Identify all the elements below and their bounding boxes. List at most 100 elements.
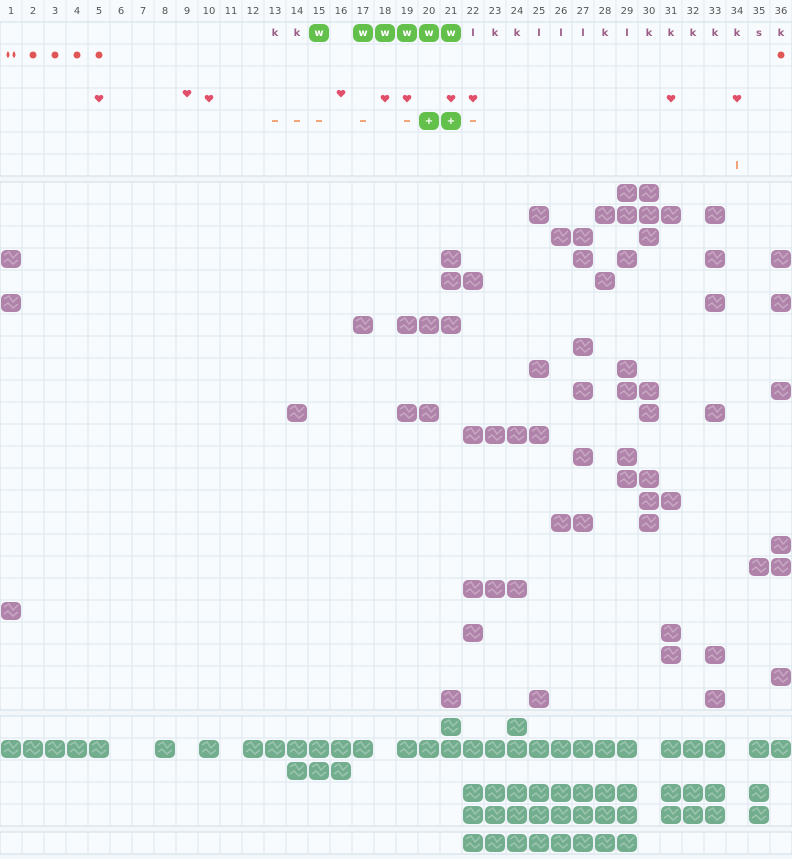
badge-text: w (358, 28, 367, 39)
blob-texture (773, 382, 789, 398)
heart (402, 94, 412, 103)
blob-texture (619, 448, 635, 464)
blob (705, 646, 725, 664)
blob (573, 514, 593, 532)
badge-text: w (424, 28, 433, 39)
blob-body (353, 316, 373, 334)
blob (1, 602, 21, 620)
column-number: 19 (401, 6, 414, 17)
blob (485, 834, 505, 852)
blob-body (507, 740, 527, 758)
blob-texture (531, 740, 547, 756)
blob-body (617, 448, 637, 466)
blob (397, 404, 417, 422)
blob-body (419, 404, 439, 422)
blob-body (309, 762, 329, 780)
blob (441, 272, 461, 290)
blob (463, 624, 483, 642)
blob (573, 448, 593, 466)
blob-texture (663, 206, 679, 222)
blob-body (243, 740, 263, 758)
blob-texture (619, 250, 635, 266)
blob-body (705, 646, 725, 664)
letter: k (514, 28, 521, 39)
blob-texture (597, 784, 613, 800)
blob (529, 360, 549, 378)
blob-texture (751, 740, 767, 756)
blob-texture (575, 228, 591, 244)
blob-texture (663, 806, 679, 822)
blob-body (507, 580, 527, 598)
column-number: 30 (643, 6, 656, 17)
blob (683, 740, 703, 758)
blob (705, 784, 725, 802)
blob (287, 740, 307, 758)
blob (419, 316, 439, 334)
blob (595, 806, 615, 824)
blob (595, 272, 615, 290)
blob-body (617, 250, 637, 268)
blob-texture (707, 690, 723, 706)
blob-body (529, 206, 549, 224)
blob-texture (707, 740, 723, 756)
letter: k (492, 28, 499, 39)
blob (287, 404, 307, 422)
blob-texture (575, 250, 591, 266)
blob-texture (663, 784, 679, 800)
badge-bg (419, 24, 439, 42)
blob (551, 740, 571, 758)
blob (23, 740, 43, 758)
blob (595, 784, 615, 802)
blob-body (551, 740, 571, 758)
blob-body (529, 690, 549, 708)
blob-texture (443, 250, 459, 266)
blob-body (441, 272, 461, 290)
blob (639, 404, 659, 422)
badge-bg (441, 24, 461, 42)
blob (507, 580, 527, 598)
badge-text: w (402, 28, 411, 39)
blob (353, 740, 373, 758)
column-number: 10 (203, 6, 216, 17)
blob-body (507, 784, 527, 802)
blob-texture (619, 806, 635, 822)
blob-texture (663, 740, 679, 756)
blob-body (463, 624, 483, 642)
blob-body (573, 740, 593, 758)
column-number: 14 (291, 6, 304, 17)
blob-body (397, 316, 417, 334)
blob-texture (487, 806, 503, 822)
blob (331, 740, 351, 758)
blob-texture (685, 784, 701, 800)
blob-texture (553, 784, 569, 800)
letter: l (581, 28, 584, 39)
blob (265, 740, 285, 758)
blob (529, 806, 549, 824)
blob-body (485, 806, 505, 824)
blob (771, 294, 791, 312)
badge-bg (375, 24, 395, 42)
blob (287, 762, 307, 780)
blob-body (551, 228, 571, 246)
blob-body (529, 360, 549, 378)
blob (639, 228, 659, 246)
letter: k (602, 28, 609, 39)
blob-body (617, 740, 637, 758)
blob-body (573, 382, 593, 400)
blob-body (683, 740, 703, 758)
column-number: 22 (467, 6, 480, 17)
blob (639, 514, 659, 532)
blob (749, 784, 769, 802)
drops (6, 51, 16, 58)
letter: k (646, 28, 653, 39)
blob-body (529, 834, 549, 852)
badge-bg (419, 112, 439, 130)
blob (705, 206, 725, 224)
blob-body (485, 426, 505, 444)
blob-body (419, 740, 439, 758)
blob (595, 206, 615, 224)
blob-body (617, 834, 637, 852)
badge: w (441, 24, 461, 42)
blob (661, 784, 681, 802)
blob-body (661, 646, 681, 664)
